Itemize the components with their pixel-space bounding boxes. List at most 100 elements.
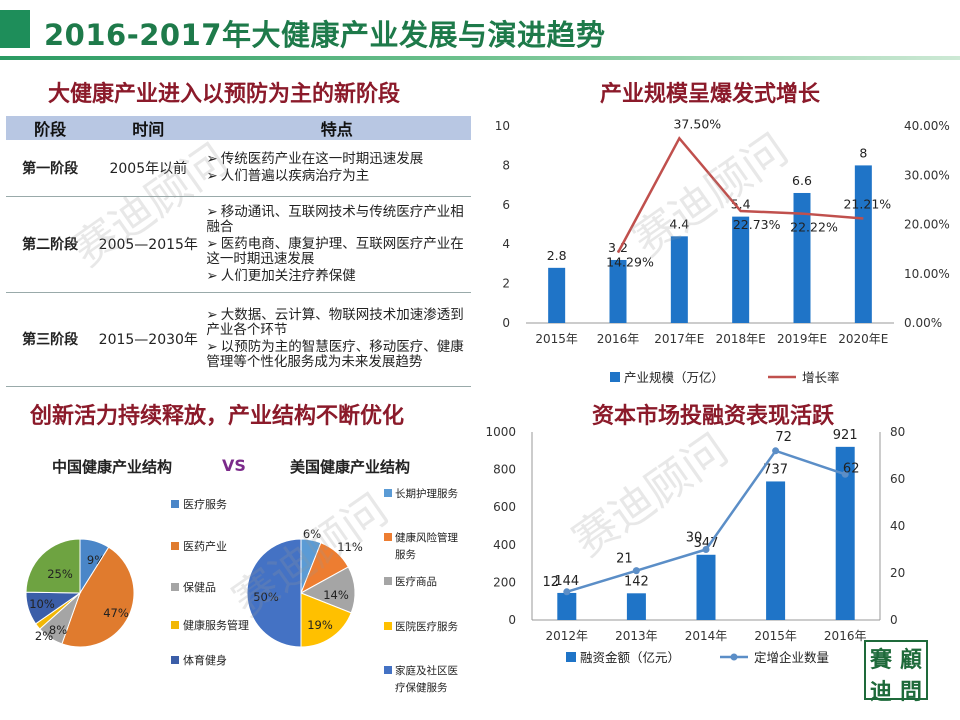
y-tick-right: 80 <box>890 425 905 439</box>
legend-label: 融资金额（亿元） <box>580 650 680 665</box>
legend-label: 医院医疗服务 <box>395 620 458 633</box>
y-tick-left: 0 <box>508 613 516 627</box>
arrow-bullet-icon: ➢ <box>206 150 218 167</box>
y-tick-right: 60 <box>890 472 905 486</box>
legend-swatch <box>384 533 392 541</box>
y-tick-left: 800 <box>493 463 516 477</box>
structure-section-title: 创新活力持续释放，产业结构不断优化 <box>30 404 405 429</box>
x-tick-label: 2014年 <box>685 629 728 643</box>
bar-label: 4.4 <box>669 216 689 231</box>
bar <box>609 259 627 323</box>
legend-label: 医疗商品 <box>395 575 437 588</box>
stages-table: 阶段 时间 特点 第一阶段 2005年以前 ➢ 传统医药产业在这一时期迅速发展 ➢… <box>6 116 471 387</box>
x-tick-label: 2015年 <box>535 332 578 346</box>
feature-item: ➢ 以预防为主的智慧医疗、移动医疗、健康管理等个性化服务成为未来发展趋势 <box>206 339 464 370</box>
pie-charts: 9%47%8%2%10%25%6%11%14%19%50%医疗服务医药产业保健品… <box>25 487 458 694</box>
bar <box>670 236 688 323</box>
line-label: 62 <box>843 461 860 476</box>
legend-swatch <box>171 621 179 629</box>
bar-label: 8 <box>859 145 867 160</box>
stage-name: 第二阶段 <box>6 196 95 293</box>
scale-chart: 0 2 4 6 8 10 0.00% 10.00% 20.00% 30.00% 40.00% 2.8 2… <box>495 116 950 385</box>
legend-label: 健康服务管理 <box>183 618 249 632</box>
legend-swatch <box>384 622 392 630</box>
legend-label: 定增企业数量 <box>754 650 829 665</box>
feature-item: ➢ 移动通讯、互联网技术与传统医疗产业相融合 <box>206 203 464 235</box>
arrow-bullet-icon: ➢ <box>206 267 218 284</box>
y-tick-left: 6 <box>502 198 510 212</box>
bar <box>835 446 855 620</box>
bar-label: 142 <box>624 574 649 589</box>
stages-section-title: 大健康产业进入以预防为主的新阶段 <box>48 82 401 107</box>
legend-swatch-point <box>730 653 738 661</box>
stage-features: ➢ 传统医药产业在这一时期迅速发展 ➢ 人们普遍以疾病治疗为主 <box>202 140 471 197</box>
china-pie-title: 中国健康产业结构 <box>52 458 173 476</box>
stage-time: 2015—2030年 <box>94 292 203 387</box>
bar <box>732 216 750 323</box>
pie-slice <box>25 538 81 594</box>
slice-label: 8% <box>49 623 67 637</box>
line-label: 37.50% <box>673 116 721 131</box>
header-rule <box>0 56 960 60</box>
legend-swatch <box>171 542 179 550</box>
legend-swatch-bar <box>610 372 620 382</box>
series-line <box>616 136 864 254</box>
legend-label: 体育健身 <box>183 653 227 667</box>
scale-section-title: 产业规模呈爆发式增长 <box>600 82 821 107</box>
legend-label: 产业规模（万亿） <box>624 370 724 385</box>
arrow-bullet-icon: ➢ <box>206 339 218 355</box>
pie-slice <box>300 592 352 648</box>
y-tick-right: 20 <box>890 566 905 580</box>
legend-label: 长期护理服务 <box>395 487 458 500</box>
bar-label: 5.4 <box>731 197 751 212</box>
bar <box>696 554 716 620</box>
table-row: 第三阶段 2015—2030年 ➢ 大数据、云计算、物联网技术加速渗透到产业各个环… <box>6 292 471 387</box>
line-point <box>632 567 640 575</box>
y-tick-right: 0 <box>890 613 898 627</box>
y-tick-left: 10 <box>495 119 510 133</box>
bar <box>548 267 566 323</box>
line-point <box>772 447 780 455</box>
line-label: 14.29% <box>606 255 654 270</box>
y-tick-left: 400 <box>493 538 516 552</box>
stages-table-header: 阶段 时间 特点 <box>6 116 471 140</box>
stage-features: ➢ 移动通讯、互联网技术与传统医疗产业相融合 ➢ 医药电商、康复护理、互联网医疗产业… <box>202 196 471 293</box>
line-label: 12 <box>543 575 560 590</box>
bar <box>793 192 811 323</box>
page-header: 2016-2017年大健康产业发展与演进趋势 <box>0 0 960 60</box>
x-tick-label: 2020年E <box>838 332 888 346</box>
usa-pie-title: 美国健康产业结构 <box>290 458 411 476</box>
slice-label: 14% <box>323 588 349 602</box>
header-features: 特点 <box>202 116 471 140</box>
bar-label: 2.8 <box>547 248 567 263</box>
line-label: 21.21% <box>843 197 891 212</box>
bar <box>854 165 872 323</box>
header-time: 时间 <box>94 116 203 140</box>
x-tick-label: 2017年E <box>654 332 704 346</box>
slice-label: 10% <box>29 597 55 611</box>
legend-label: 健康风险管理服务 <box>395 531 458 561</box>
legend-swatch <box>171 500 179 508</box>
stage-name: 第一阶段 <box>6 140 95 197</box>
page-title: 2016-2017年大健康产业发展与演进趋势 <box>44 18 606 52</box>
ccid-logo: 賽 顧 迪 問 <box>864 640 928 705</box>
line-point <box>841 470 849 478</box>
capital-chart: 0 200 400 600 800 1000 0 20 40 60 80 144 2012年 142 201… <box>486 425 905 665</box>
x-tick-label: 2015年 <box>754 629 797 643</box>
line-point <box>702 546 710 553</box>
arrow-bullet-icon: ➢ <box>206 307 218 323</box>
bar-label: 6.6 <box>792 173 812 188</box>
line-label: 21 <box>616 552 633 567</box>
legend-label: 家庭及社区医疗保健服务 <box>395 664 458 694</box>
legend-swatch <box>384 577 392 585</box>
feature-item: ➢ 大数据、云计算、物联网技术加速渗透到产业各个环节 <box>206 307 464 338</box>
feature-item: ➢ 医药电商、康复护理、互联网医疗产业在这一时期迅速发展 <box>206 235 464 267</box>
arrow-bullet-icon: ➢ <box>206 167 218 184</box>
bar-label: 144 <box>554 574 579 589</box>
slice-label: 6% <box>303 527 321 541</box>
vs-label: VS <box>222 456 246 475</box>
legend-label: 增长率 <box>802 370 840 385</box>
logo-char: 顧 <box>899 647 922 673</box>
line-label: 72 <box>775 430 792 445</box>
arrow-bullet-icon: ➢ <box>206 235 218 252</box>
